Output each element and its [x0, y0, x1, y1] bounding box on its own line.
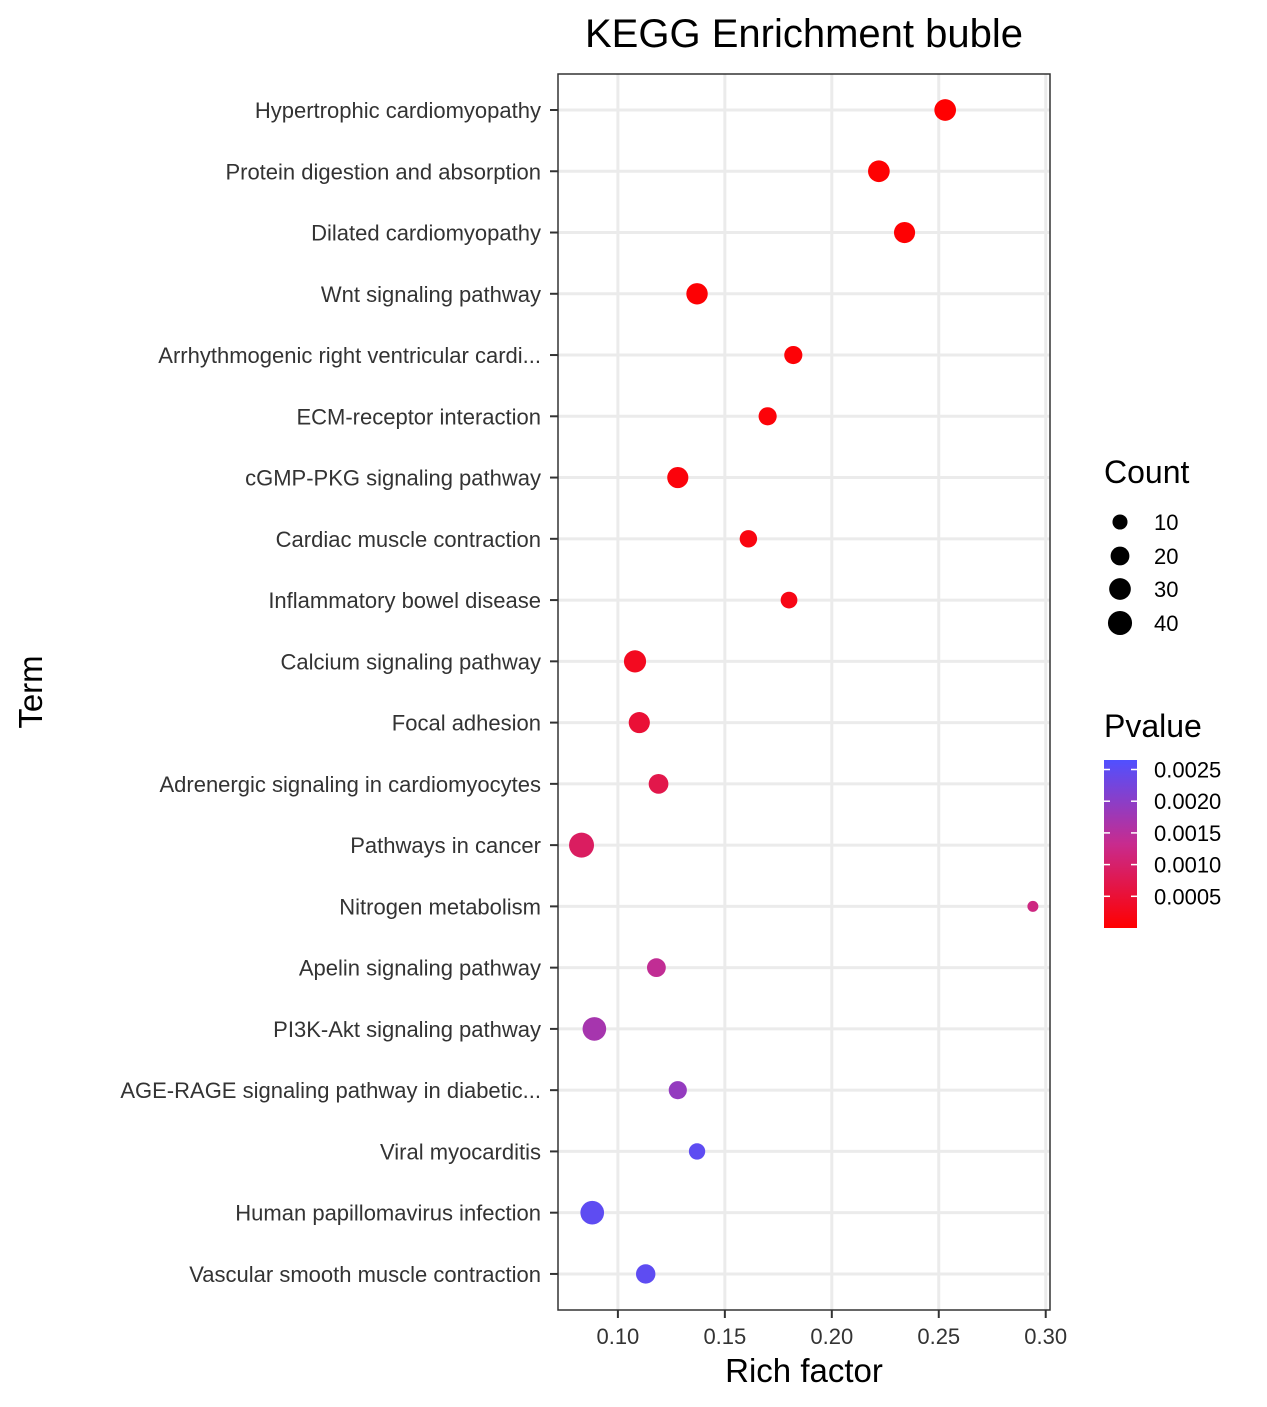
term-label: Protein digestion and absorption [225, 159, 541, 184]
data-point [686, 283, 708, 305]
data-point [758, 407, 777, 426]
data-point [623, 650, 647, 673]
term-label: Arrhythmogenic right ventricular cardi..… [158, 343, 541, 368]
color-legend-label: 0.0010 [1154, 853, 1221, 878]
color-legend-label: 0.0020 [1154, 789, 1221, 814]
data-point [784, 345, 803, 365]
grid-layer [558, 74, 1050, 1310]
data-point [667, 466, 689, 489]
plot-panel-border [557, 73, 1051, 1311]
term-label: Vascular smooth muscle contraction [189, 1262, 541, 1287]
term-label: Cardiac muscle contraction [276, 527, 541, 552]
data-point [646, 958, 666, 978]
term-label: Hypertrophic cardiomyopathy [255, 98, 541, 123]
x-axis: 0.10 0.15 0.20 0.25 0.30 [596, 1310, 1067, 1349]
size-legend-key [1109, 578, 1131, 600]
data-point [780, 591, 798, 609]
size-legend-key [1110, 546, 1130, 566]
x-tick-label: 0.20 [810, 1324, 853, 1349]
color-legend-title: Pvalue [1104, 708, 1202, 744]
size-legend-key [1112, 514, 1128, 530]
data-point [893, 221, 916, 244]
term-label: Pathways in cancer [350, 833, 541, 858]
data-point [580, 1200, 605, 1225]
term-label: Adrenergic signaling in cardiomyocytes [159, 772, 541, 797]
term-label: Inflammatory bowel disease [268, 588, 541, 613]
data-point [739, 530, 758, 548]
term-label: Nitrogen metabolism [339, 894, 541, 919]
color-legend-bar [1104, 760, 1137, 928]
term-label: Apelin signaling pathway [299, 956, 541, 981]
point-layer [569, 99, 1039, 1284]
size-legend-label: 10 [1154, 510, 1178, 535]
x-tick-label: 0.10 [596, 1324, 639, 1349]
data-point [628, 712, 650, 734]
term-label: ECM-receptor interaction [296, 404, 541, 429]
chart-title: KEGG Enrichment buble [585, 12, 1023, 56]
data-point [569, 832, 595, 858]
data-point [934, 99, 957, 121]
size-legend-label: 40 [1154, 611, 1178, 636]
x-tick-label: 0.25 [917, 1324, 960, 1349]
data-point [1027, 900, 1039, 912]
data-point [648, 773, 669, 794]
size-legend-items: 10 20 30 40 [1107, 510, 1178, 636]
term-label: cGMP-PKG signaling pathway [245, 466, 541, 491]
x-tick-label: 0.15 [703, 1324, 746, 1349]
x-tick-label: 0.30 [1024, 1324, 1067, 1349]
color-legend-label: 0.0005 [1154, 884, 1221, 909]
term-label: Dilated cardiomyopathy [311, 221, 541, 246]
data-point [635, 1264, 656, 1284]
data-point [582, 1017, 607, 1041]
color-legend-label: 0.0025 [1154, 758, 1221, 783]
size-legend-label: 30 [1154, 577, 1178, 602]
data-point [868, 160, 890, 183]
term-label: Focal adhesion [392, 711, 541, 736]
size-legend-label: 20 [1154, 544, 1178, 569]
y-axis: Hypertrophic cardiomyopathy Protein diges… [120, 98, 558, 1287]
color-legend: Pvalue 0.0025 0.0020 0.0015 0.0010 0.0005 [1104, 708, 1221, 928]
size-legend-title: Count [1104, 454, 1190, 490]
term-label: PI3K-Akt signaling pathway [273, 1017, 541, 1042]
term-label: Wnt signaling pathway [321, 282, 541, 307]
y-axis-title: Term [12, 655, 49, 728]
size-legend-key [1107, 610, 1133, 636]
color-legend-label: 0.0015 [1154, 821, 1221, 846]
data-point [688, 1143, 706, 1160]
term-label: Calcium signaling pathway [281, 649, 541, 674]
term-label: Human papillomavirus infection [235, 1201, 541, 1226]
x-axis-title: Rich factor [725, 1352, 883, 1389]
size-legend: Count 10 20 30 40 [1104, 454, 1190, 636]
color-legend-ticks: 0.0025 0.0020 0.0015 0.0010 0.0005 [1104, 758, 1221, 909]
term-label: AGE-RAGE signaling pathway in diabetic..… [120, 1078, 541, 1103]
term-label: Viral myocarditis [380, 1139, 541, 1164]
data-point [668, 1081, 687, 1100]
